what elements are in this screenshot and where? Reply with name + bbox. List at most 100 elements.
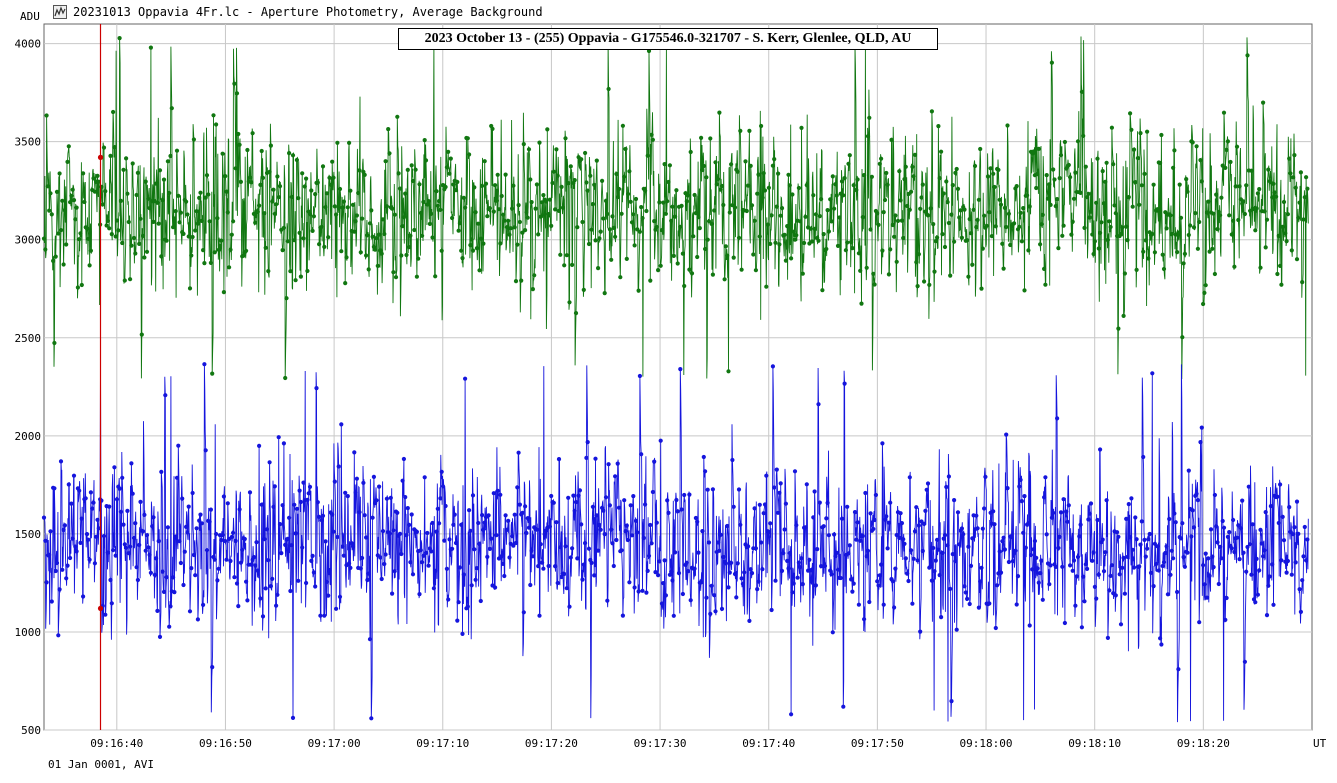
data-point [658,438,663,443]
data-point [958,208,963,213]
data-point [1082,225,1087,230]
data-point [496,207,502,212]
data-point [680,591,686,597]
data-point [611,225,616,230]
data-point [228,558,233,564]
data-point [460,256,465,261]
data-point [800,271,805,276]
data-point [782,232,787,237]
data-point [111,548,116,553]
data-point [120,475,125,480]
data-point [457,221,462,226]
data-point [1287,505,1292,510]
data-point [365,577,370,583]
data-point [523,228,528,233]
data-point [721,202,726,208]
data-point [1167,516,1172,522]
data-point [903,164,908,169]
data-point [1160,563,1165,569]
data-point [348,565,353,571]
data-point [204,548,210,553]
data-point [936,124,941,129]
data-point [684,199,689,204]
data-point [803,525,808,530]
data-point [837,215,842,220]
data-point [915,284,920,289]
data-point [210,665,215,670]
data-point [794,523,799,528]
data-point [978,579,983,584]
x-axis-label: UT [1313,737,1327,750]
data-point [776,510,781,515]
data-point [367,637,373,642]
data-point [495,172,500,177]
data-point [1248,542,1253,547]
data-point [1137,564,1142,569]
data-point [935,537,940,543]
data-point [1207,573,1212,579]
data-point [173,534,178,539]
data-point [448,156,453,161]
data-point [970,262,975,267]
data-point [1100,169,1105,174]
data-point [43,247,48,252]
light-curve-icon[interactable] [53,5,67,19]
data-point [498,241,503,246]
data-point [798,219,803,224]
data-point [1066,503,1071,508]
data-point [504,225,509,230]
data-point [542,532,547,537]
data-point [1125,238,1130,243]
data-point [1216,581,1221,587]
data-point [81,171,86,176]
data-point [658,263,663,268]
data-point [627,580,632,585]
data-point [225,210,230,215]
y-tick-label: 2000 [15,430,42,443]
data-point [667,163,673,168]
data-point [1245,53,1250,58]
data-point [1008,242,1013,248]
data-point [1104,160,1109,165]
data-point [157,168,163,173]
data-point [513,279,519,284]
data-point [1301,217,1306,222]
data-point [253,563,258,568]
data-point [644,590,649,595]
data-point [659,228,665,233]
data-point [832,532,837,537]
data-point [912,152,918,157]
data-point [413,167,418,172]
data-point [403,495,408,500]
data-point [888,247,893,252]
data-point [435,203,440,208]
cursor-layer[interactable] [97,24,104,730]
data-point [1078,190,1083,195]
data-point [1040,212,1045,217]
data-point [215,578,220,583]
data-point [727,210,732,215]
data-point [953,559,958,564]
data-point [1175,250,1180,255]
data-point [982,506,987,511]
data-point [1293,185,1298,190]
data-point [879,562,884,567]
data-point [203,448,208,453]
data-point [937,573,942,578]
data-point [1219,556,1224,561]
data-point [221,290,226,295]
data-point [786,566,791,571]
data-point [453,188,459,193]
data-point [185,530,190,535]
data-point [521,610,526,615]
data-point [258,182,263,187]
data-point [712,593,717,598]
data-point [674,188,679,193]
data-point [383,552,388,557]
data-point [654,224,659,230]
data-point [164,238,169,243]
data-point [56,231,61,236]
data-point [725,523,730,529]
data-point [353,219,358,224]
